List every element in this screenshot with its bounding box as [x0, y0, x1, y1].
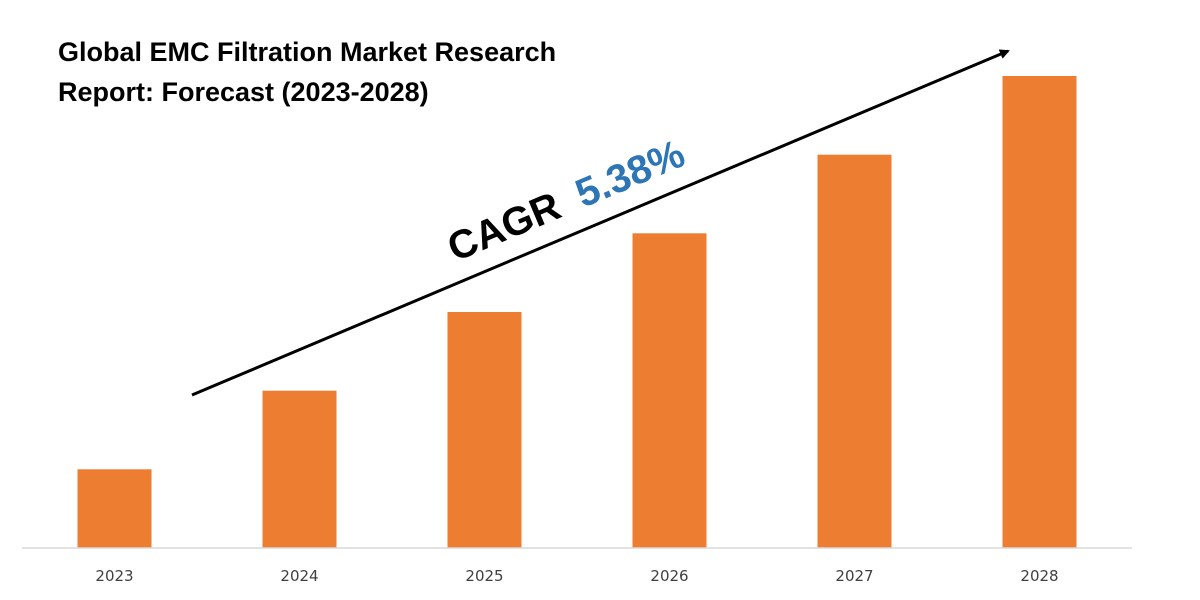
- bar-2027: [817, 154, 892, 548]
- bar-2026: [632, 233, 707, 549]
- bars-group: [77, 76, 1077, 549]
- x-tick-label-2026: 2026: [650, 567, 688, 585]
- bar-2028: [1002, 76, 1077, 548]
- x-tick-label-2025: 2025: [465, 567, 503, 585]
- x-tick-label-2027: 2027: [835, 567, 873, 585]
- bar-2023: [77, 469, 152, 548]
- chart-title-line-1: Global EMC Filtration Market Research: [58, 37, 556, 67]
- growth-arrow: [191, 49, 1010, 397]
- cagr-prefix: CAGR: [441, 184, 567, 270]
- bar-2024: [262, 390, 337, 548]
- cagr-value: 5.38%: [569, 132, 691, 217]
- bar-2025: [447, 312, 522, 548]
- chart-title-line-2: Report: Forecast (2023-2028): [58, 77, 429, 107]
- x-tick-label-2028: 2028: [1020, 567, 1058, 585]
- x-tick-label-2023: 2023: [95, 567, 133, 585]
- x-tick-labels: 2023 2024 2025 2026 2027 2028: [95, 567, 1058, 585]
- x-tick-label-2024: 2024: [280, 567, 318, 585]
